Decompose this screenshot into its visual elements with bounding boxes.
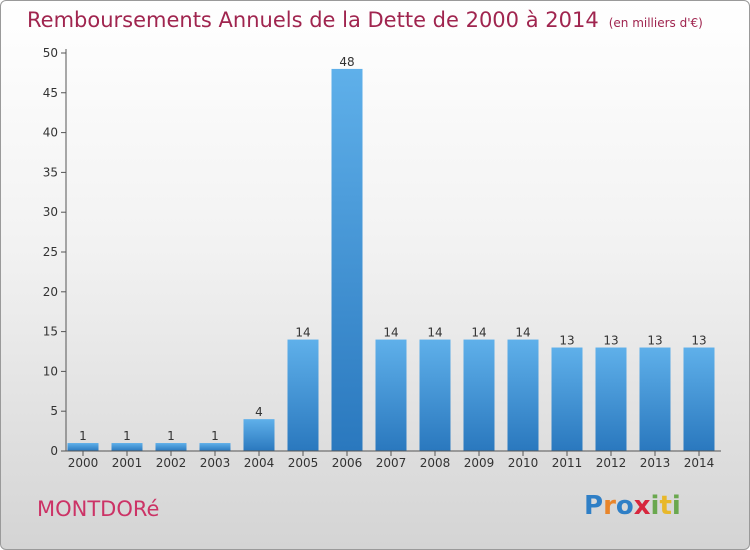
bar-value-label: 14 [515,326,530,340]
y-tick-label: 45 [43,86,58,100]
x-tick-label: 2011 [552,456,583,470]
chart-title: Remboursements Annuels de la Dette de 20… [27,8,599,32]
bar [111,443,143,451]
bar-value-label: 13 [603,334,618,348]
bar-value-label: 13 [559,334,574,348]
bar [639,347,671,451]
y-tick-label: 10 [43,364,58,378]
bar [331,68,363,452]
bar [595,347,627,451]
x-tick-label: 2014 [684,456,715,470]
chart-title-line: Remboursements Annuels de la Dette de 20… [27,8,703,32]
y-tick-label: 15 [43,325,58,339]
bar [199,443,231,451]
bar-value-label: 13 [691,334,706,348]
logo-letter: t [659,491,672,521]
bar-value-label: 1 [79,429,87,443]
x-tick-label: 2009 [464,456,495,470]
x-tick-label: 2004 [244,456,275,470]
bar [287,339,319,451]
y-tick-label: 40 [43,126,58,140]
bar-value-label: 1 [167,429,175,443]
bar [683,347,715,451]
y-tick-label: 30 [43,205,58,219]
x-tick-label: 2006 [332,456,363,470]
logo-letter: x [633,491,651,521]
x-tick-label: 2010 [508,456,539,470]
bar [507,339,539,451]
bar-value-label: 13 [647,334,662,348]
bar-value-label: 14 [471,326,486,340]
logo-letter: i [671,491,681,521]
x-tick-label: 2000 [68,456,99,470]
bar-value-label: 14 [427,326,442,340]
axis-layer: 0 5 10 15 20 25 30 35 40 45 50 2000 2001 2002 2003 2004… [43,46,721,470]
bar [463,339,495,451]
bar-value-label: 4 [255,405,263,419]
y-tick-label: 50 [43,46,58,60]
x-tick-label: 2012 [596,456,627,470]
x-tick-label: 2008 [420,456,451,470]
bar-value-label: 14 [383,326,398,340]
logo-letter: P [584,491,604,521]
y-tick-label: 0 [50,444,58,458]
x-tick-label: 2005 [288,456,319,470]
proxiti-logo: Proxiti [584,491,681,521]
x-tick-label: 2003 [200,456,231,470]
y-tick-label: 5 [50,404,58,418]
x-tick-label: 2001 [112,456,143,470]
bar [155,443,187,451]
logo-letter: o [615,491,634,521]
x-tick-label: 2013 [640,456,671,470]
bar-value-label: 1 [123,429,131,443]
logo-letter: i [650,491,660,521]
bar-value-label: 1 [211,429,219,443]
commune-name: MONTDORé [37,497,160,521]
bar [551,347,583,451]
bar [67,443,99,451]
y-tick-label: 20 [43,285,58,299]
logo-letter: r [603,491,616,521]
bar [375,339,407,451]
chart-subtitle: (en milliers d'€) [608,16,703,30]
bar-value-label: 14 [295,326,310,340]
x-tick-label: 2002 [156,456,187,470]
bar [419,339,451,451]
bar [243,419,275,451]
y-tick-label: 25 [43,245,58,259]
bar-value-label: 48 [339,55,354,69]
x-tick-label: 2007 [376,456,407,470]
y-tick-label: 35 [43,165,58,179]
